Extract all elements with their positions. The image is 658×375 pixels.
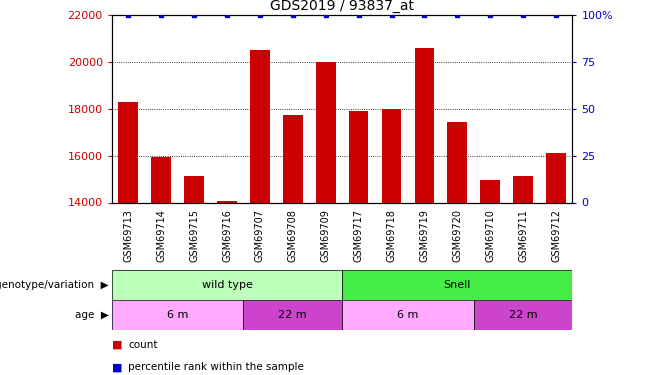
Bar: [415, 48, 434, 202]
Bar: [342, 300, 474, 330]
Bar: [474, 300, 572, 330]
Bar: [480, 180, 500, 203]
Text: percentile rank within the sample: percentile rank within the sample: [128, 363, 304, 372]
Bar: [513, 176, 533, 202]
Bar: [342, 270, 572, 300]
Bar: [118, 102, 138, 202]
Text: ■: ■: [112, 340, 122, 350]
Text: ■: ■: [112, 363, 122, 372]
Bar: [151, 157, 171, 203]
Bar: [250, 50, 270, 202]
Text: 6 m: 6 m: [167, 310, 188, 320]
Text: genotype/variation  ▶: genotype/variation ▶: [0, 280, 109, 290]
Title: GDS2019 / 93837_at: GDS2019 / 93837_at: [270, 0, 414, 13]
Text: wild type: wild type: [201, 280, 253, 290]
Text: 6 m: 6 m: [397, 310, 418, 320]
Text: 22 m: 22 m: [278, 310, 307, 320]
Bar: [283, 115, 303, 202]
Bar: [316, 62, 336, 202]
Bar: [349, 111, 368, 202]
Bar: [243, 300, 342, 330]
Text: count: count: [128, 340, 158, 350]
Text: 22 m: 22 m: [509, 310, 538, 320]
Text: age  ▶: age ▶: [75, 310, 109, 320]
Bar: [382, 109, 401, 202]
Text: Snell: Snell: [443, 280, 471, 290]
Bar: [546, 153, 566, 203]
Bar: [112, 270, 342, 300]
Bar: [217, 201, 237, 202]
Bar: [112, 300, 243, 330]
Bar: [447, 122, 467, 202]
Bar: [184, 176, 204, 202]
